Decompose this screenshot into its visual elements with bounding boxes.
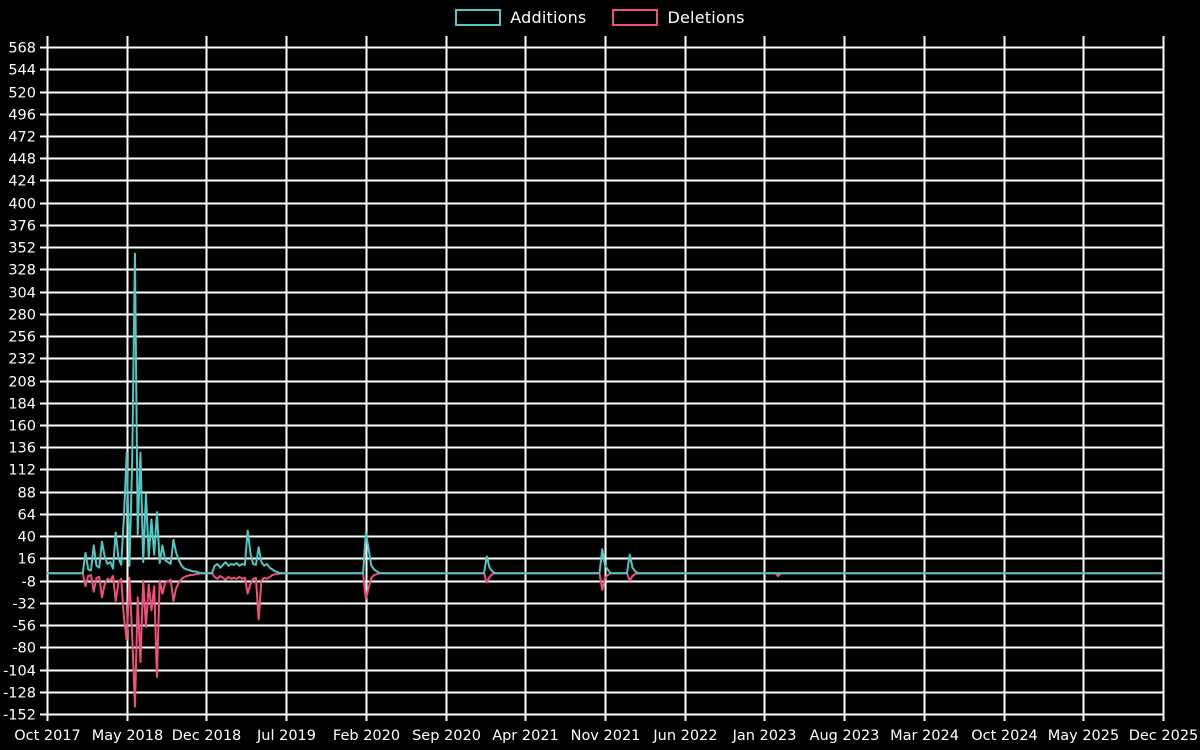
- y-tick-label: -80: [12, 641, 36, 657]
- y-tick-label: 520: [8, 86, 36, 102]
- y-tick-label: 448: [8, 152, 36, 168]
- y-tick-label: 88: [18, 486, 36, 502]
- chart-legend: Additions Deletions: [0, 0, 1200, 34]
- legend-swatch-additions-icon: [455, 8, 502, 26]
- y-tick-label: 352: [8, 241, 36, 257]
- y-tick-label: 304: [8, 286, 36, 302]
- y-axis-tick-labels: 568 544 520 496 472 448 424 400 376 352 328 304 280 2…: [3, 41, 36, 724]
- y-tick-label: 280: [8, 308, 36, 324]
- x-tick-label: Mar 2024: [890, 728, 959, 744]
- series-line-additions: [47, 252, 1163, 575]
- x-tick-label: May 2018: [92, 728, 164, 744]
- legend-item-additions[interactable]: Additions: [455, 8, 586, 27]
- x-tick-label: Apr 2021: [492, 728, 559, 744]
- y-tick-label: 400: [8, 197, 36, 213]
- y-tick-label: -104: [3, 664, 36, 680]
- y-tick-label: 112: [8, 463, 36, 479]
- y-tick-label: 184: [8, 397, 36, 413]
- x-tick-label: May 2025: [1048, 728, 1120, 744]
- y-tick-label: -32: [12, 597, 36, 613]
- x-axis-tick-labels: Oct 2017 May 2018 Dec 2018 Jul 2019 Feb 2020…: [14, 728, 1198, 744]
- legend-item-deletions[interactable]: Deletions: [612, 7, 745, 27]
- x-tick-label: Jun 2022: [652, 728, 717, 744]
- x-tick-label: Sep 2020: [412, 728, 481, 744]
- y-tick-label: 544: [8, 63, 36, 79]
- y-tick-label: 64: [18, 508, 36, 524]
- y-tick-label: -8: [22, 575, 36, 591]
- y-gridlines: [40, 46, 1163, 716]
- y-tick-label: 232: [8, 352, 36, 368]
- y-tick-label: 424: [8, 174, 36, 190]
- y-tick-label: -56: [12, 619, 36, 635]
- x-tick-label: Aug 2023: [810, 728, 880, 744]
- y-tick-label: 256: [8, 330, 36, 346]
- y-tick-label: 568: [8, 41, 36, 57]
- legend-label-additions: Additions: [510, 7, 587, 27]
- y-tick-label: 208: [8, 375, 36, 391]
- y-tick-label: 16: [18, 552, 36, 568]
- y-tick-label: 496: [8, 108, 36, 124]
- y-tick-label: 160: [8, 419, 36, 435]
- y-tick-label: 376: [8, 219, 36, 235]
- x-tick-label: Dec 2018: [172, 728, 242, 744]
- x-tick-label: Oct 2017: [14, 728, 81, 744]
- x-gridlines: [46, 36, 1165, 721]
- y-tick-label: 136: [8, 441, 36, 457]
- series-paths: [47, 252, 1163, 708]
- y-tick-label: -128: [3, 686, 36, 702]
- y-tick-label: -152: [3, 708, 36, 724]
- y-tick-label: 40: [18, 530, 36, 546]
- x-tick-label: Dec 2025: [1129, 728, 1199, 744]
- x-tick-label: Jul 2019: [256, 728, 316, 744]
- x-tick-label: Nov 2021: [571, 728, 641, 744]
- legend-swatch-deletions-icon: [612, 8, 659, 26]
- y-tick-label: 328: [8, 263, 36, 279]
- x-tick-label: Jan 2023: [732, 728, 797, 744]
- y-tick-label: 472: [8, 130, 36, 146]
- x-tick-label: Feb 2020: [333, 728, 400, 744]
- x-tick-label: Oct 2024: [971, 728, 1038, 744]
- legend-label-deletions: Deletions: [667, 7, 745, 27]
